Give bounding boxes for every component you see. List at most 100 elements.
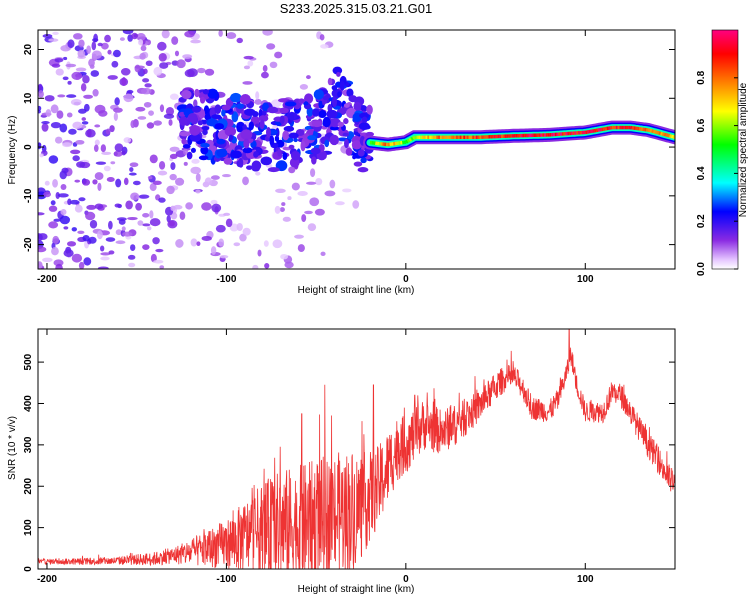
- noise-blob: [169, 220, 175, 227]
- core-blob: [194, 88, 200, 98]
- noise-blob: [72, 155, 80, 162]
- noise-blob: [85, 211, 96, 221]
- noise-blob: [74, 204, 83, 213]
- noise-blob: [153, 66, 163, 76]
- noise-blob: [107, 75, 118, 80]
- noise-blob: [175, 239, 184, 248]
- noise-blob: [92, 89, 99, 97]
- noise-blob: [63, 249, 74, 258]
- noise-blob: [190, 39, 201, 44]
- noise-blob: [90, 70, 100, 77]
- core-blob: [359, 112, 370, 119]
- noise-blob: [38, 105, 42, 111]
- noise-blob: [174, 50, 180, 57]
- noise-blob: [225, 32, 237, 39]
- ridge-core-segment: [410, 136, 414, 141]
- noise-blob: [97, 42, 103, 47]
- core-blob: [260, 156, 273, 166]
- noise-blob: [95, 161, 107, 165]
- noise-blob: [304, 210, 313, 215]
- noise-blob: [314, 208, 325, 216]
- core-blob: [290, 150, 301, 161]
- noise-blob: [38, 212, 45, 216]
- core-blob: [179, 131, 191, 137]
- noise-blob: [118, 219, 126, 225]
- noise-blob: [91, 50, 102, 59]
- noise-blob: [130, 244, 136, 251]
- noise-blob: [229, 223, 239, 232]
- snr-series-line: [38, 329, 675, 569]
- noise-blob: [210, 175, 220, 180]
- y-tick-label: 200: [23, 477, 34, 494]
- noise-blob: [153, 259, 164, 264]
- noise-blob: [114, 97, 120, 106]
- noise-blob: [148, 110, 154, 116]
- noise-blob: [62, 142, 72, 148]
- noise-blob: [169, 146, 180, 152]
- noise-blob: [86, 204, 97, 210]
- ridge-core-segment: [408, 137, 413, 142]
- core-blob: [253, 151, 259, 158]
- core-blob: [201, 125, 210, 131]
- core-blob: [214, 104, 222, 115]
- noise-blob: [169, 173, 177, 181]
- core-blob: [331, 96, 338, 108]
- core-blob: [289, 157, 300, 168]
- noise-blob: [142, 244, 150, 251]
- core-blob: [223, 157, 233, 165]
- noise-blob: [104, 34, 111, 43]
- noise-blob: [147, 175, 153, 180]
- core-blob: [329, 134, 340, 146]
- core-blob: [224, 126, 237, 137]
- core-blob: [326, 109, 338, 119]
- colorbar-ticks: 0.0 0.2 0.4 0.6 0.8: [696, 70, 738, 276]
- noise-blob: [115, 240, 126, 245]
- noise-blob: [125, 200, 133, 210]
- noise-blob: [70, 149, 81, 155]
- noise-blob: [38, 83, 43, 91]
- noise-blob: [211, 203, 222, 213]
- noise-blob: [122, 231, 133, 237]
- noise-blob: [97, 266, 109, 269]
- colorbar-label: Normalized spectral amplitude: [738, 82, 749, 217]
- core-blob: [307, 135, 317, 141]
- figure-title: S233.2025.315.03.21.G01: [280, 1, 433, 16]
- noise-blob: [242, 81, 253, 85]
- noise-blob: [71, 253, 83, 263]
- core-blob: [197, 120, 203, 126]
- noise-blob: [121, 150, 126, 156]
- noise-blob: [60, 45, 71, 52]
- noise-blob: [255, 91, 260, 100]
- noise-blob: [127, 216, 138, 221]
- noise-blob: [146, 226, 152, 231]
- noise-blob: [42, 33, 53, 38]
- noise-blob: [108, 250, 115, 255]
- core-blob: [358, 122, 370, 130]
- colorbar-tick-label: 0.2: [696, 214, 707, 228]
- noise-blob: [243, 55, 254, 60]
- noise-blob: [142, 78, 150, 83]
- noise-blob: [57, 193, 69, 198]
- noise-blob: [38, 90, 44, 98]
- spectrogram-ridge: [363, 120, 675, 152]
- x-tick-label: -200: [37, 574, 57, 585]
- core-blob: [216, 148, 228, 158]
- core-blob: [246, 165, 253, 170]
- core-blob: [189, 125, 201, 136]
- core-blob: [329, 126, 339, 131]
- noise-blob: [92, 38, 99, 42]
- noise-blob: [50, 200, 56, 206]
- noise-blob: [132, 180, 141, 186]
- colorbar-gradient: [711, 29, 739, 270]
- core-blob: [221, 109, 226, 117]
- core-blob: [269, 135, 275, 146]
- noise-blob: [81, 117, 87, 121]
- noise-blob: [113, 150, 123, 157]
- noise-blob: [127, 254, 136, 260]
- noise-blob: [94, 172, 104, 180]
- core-blob: [198, 155, 209, 161]
- noise-blob: [66, 112, 73, 118]
- noise-blob: [301, 214, 307, 223]
- noise-blob: [219, 255, 229, 259]
- noise-blob: [274, 51, 283, 59]
